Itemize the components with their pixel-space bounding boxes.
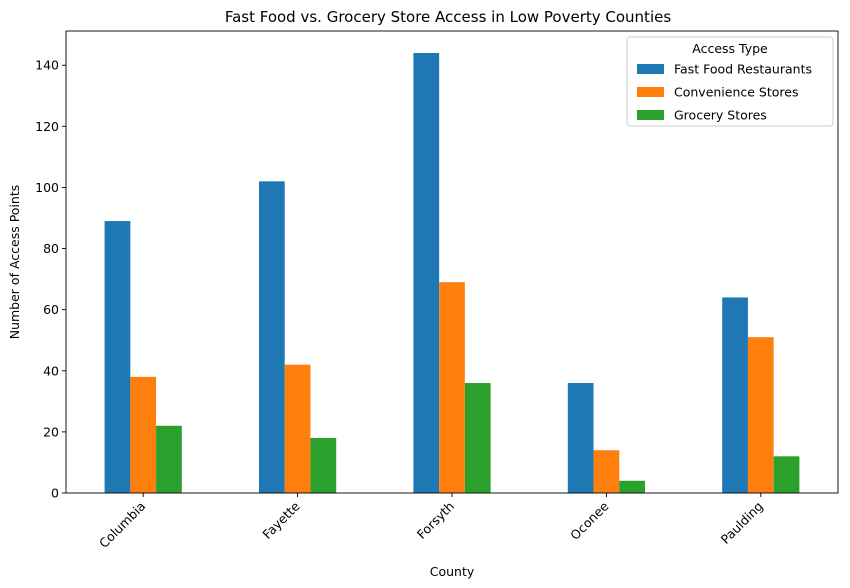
bar-fast-food-restaurants-columbia — [104, 221, 131, 494]
legend-box — [626, 36, 834, 127]
bar-fast-food-restaurants-fayette — [259, 181, 285, 494]
bar-fast-food-restaurants-forsyth — [413, 53, 440, 493]
legend-entry: Convenience Stores — [674, 85, 798, 100]
bar-convenience-stores-forsyth — [439, 282, 465, 493]
y-tick-label: 120 — [35, 119, 59, 134]
legend-swatch — [637, 110, 664, 120]
x-tick-label: Oconee — [567, 498, 612, 543]
bar-fast-food-restaurants-paulding — [722, 297, 748, 493]
y-tick-label: 100 — [35, 180, 59, 195]
bar-grocery-stores-oconee — [619, 480, 645, 493]
bar-convenience-stores-oconee — [593, 450, 620, 493]
y-tick-label: 20 — [43, 424, 59, 439]
y-tick-label: 40 — [43, 363, 59, 378]
bar-convenience-stores-columbia — [130, 376, 157, 493]
x-tick-label: Fayette — [259, 498, 303, 542]
y-tick-label: 80 — [43, 241, 59, 256]
x-axis-label: County — [430, 564, 475, 579]
y-tick-label: 140 — [35, 58, 59, 73]
legend-entry: Fast Food Restaurants — [674, 62, 812, 77]
legend-swatch — [637, 64, 664, 74]
bar-grocery-stores-columbia — [156, 425, 182, 493]
legend-title: Access Type — [692, 41, 768, 56]
y-tick-label: 60 — [43, 302, 59, 317]
chart-title: Fast Food vs. Grocery Store Access in Lo… — [225, 8, 672, 26]
legend: Access Type Fast Food Restaurants Convenie… — [626, 36, 834, 127]
bar-grocery-stores-fayette — [310, 438, 337, 493]
x-tick-label: Paulding — [718, 499, 766, 547]
legend-swatch — [637, 87, 664, 97]
bar-fast-food-restaurants-oconee — [567, 383, 594, 493]
bar-grocery-stores-paulding — [773, 456, 800, 493]
y-tick-label: 0 — [51, 486, 59, 501]
bar-grocery-stores-forsyth — [464, 383, 491, 493]
y-axis-label: Number of Access Points — [7, 185, 22, 340]
x-tick-label: Columbia — [96, 499, 148, 551]
legend-entry: Grocery Stores — [674, 108, 767, 123]
x-tick-label: Forsyth — [414, 499, 457, 542]
bar-convenience-stores-fayette — [284, 364, 311, 493]
bar-convenience-stores-paulding — [747, 337, 774, 493]
